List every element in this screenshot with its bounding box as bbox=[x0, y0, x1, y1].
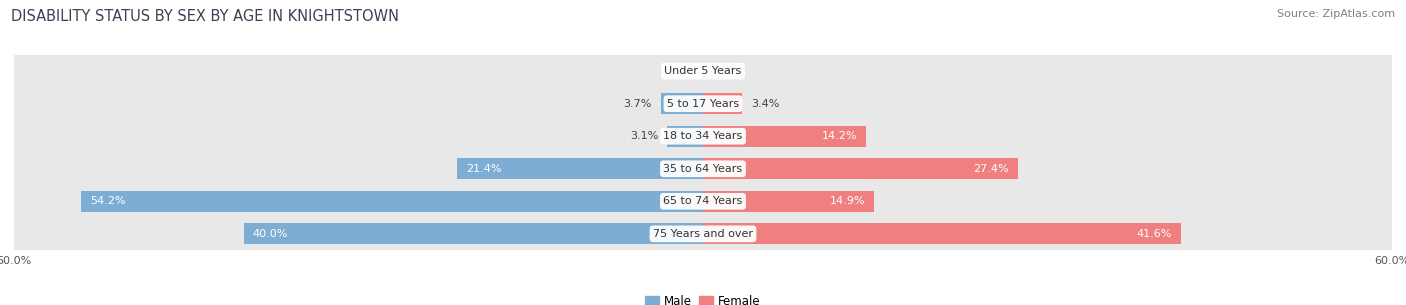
Bar bbox=[703, 93, 742, 114]
Bar bbox=[457, 158, 703, 179]
Bar bbox=[80, 191, 703, 212]
Text: 75 Years and over: 75 Years and over bbox=[652, 229, 754, 239]
Text: 27.4%: 27.4% bbox=[973, 164, 1008, 174]
Text: 0.0%: 0.0% bbox=[665, 66, 693, 76]
Text: 5 to 17 Years: 5 to 17 Years bbox=[666, 99, 740, 109]
Text: 3.7%: 3.7% bbox=[623, 99, 651, 109]
Text: DISABILITY STATUS BY SEX BY AGE IN KNIGHTSTOWN: DISABILITY STATUS BY SEX BY AGE IN KNIGH… bbox=[11, 9, 399, 24]
Bar bbox=[703, 126, 866, 147]
Text: Under 5 Years: Under 5 Years bbox=[665, 66, 741, 76]
Text: 65 to 74 Years: 65 to 74 Years bbox=[664, 196, 742, 206]
Legend: Male, Female: Male, Female bbox=[641, 290, 765, 305]
Text: 54.2%: 54.2% bbox=[90, 196, 125, 206]
Text: 18 to 34 Years: 18 to 34 Years bbox=[664, 131, 742, 141]
Text: 3.4%: 3.4% bbox=[751, 99, 779, 109]
Text: 41.6%: 41.6% bbox=[1136, 229, 1171, 239]
Bar bbox=[703, 191, 875, 212]
Text: 14.2%: 14.2% bbox=[821, 131, 856, 141]
Bar bbox=[703, 158, 1018, 179]
Text: 35 to 64 Years: 35 to 64 Years bbox=[664, 164, 742, 174]
Text: 3.1%: 3.1% bbox=[630, 131, 658, 141]
Bar bbox=[14, 120, 1392, 152]
Bar bbox=[14, 185, 1392, 217]
Text: 40.0%: 40.0% bbox=[253, 229, 288, 239]
Text: 0.0%: 0.0% bbox=[713, 66, 741, 76]
Bar bbox=[14, 55, 1392, 88]
Bar bbox=[14, 88, 1392, 120]
Text: 14.9%: 14.9% bbox=[830, 196, 865, 206]
Text: Source: ZipAtlas.com: Source: ZipAtlas.com bbox=[1277, 9, 1395, 19]
Bar bbox=[668, 126, 703, 147]
Bar bbox=[661, 93, 703, 114]
Bar bbox=[243, 223, 703, 244]
Text: 21.4%: 21.4% bbox=[467, 164, 502, 174]
Bar bbox=[703, 223, 1181, 244]
Bar bbox=[14, 152, 1392, 185]
Bar bbox=[14, 217, 1392, 250]
